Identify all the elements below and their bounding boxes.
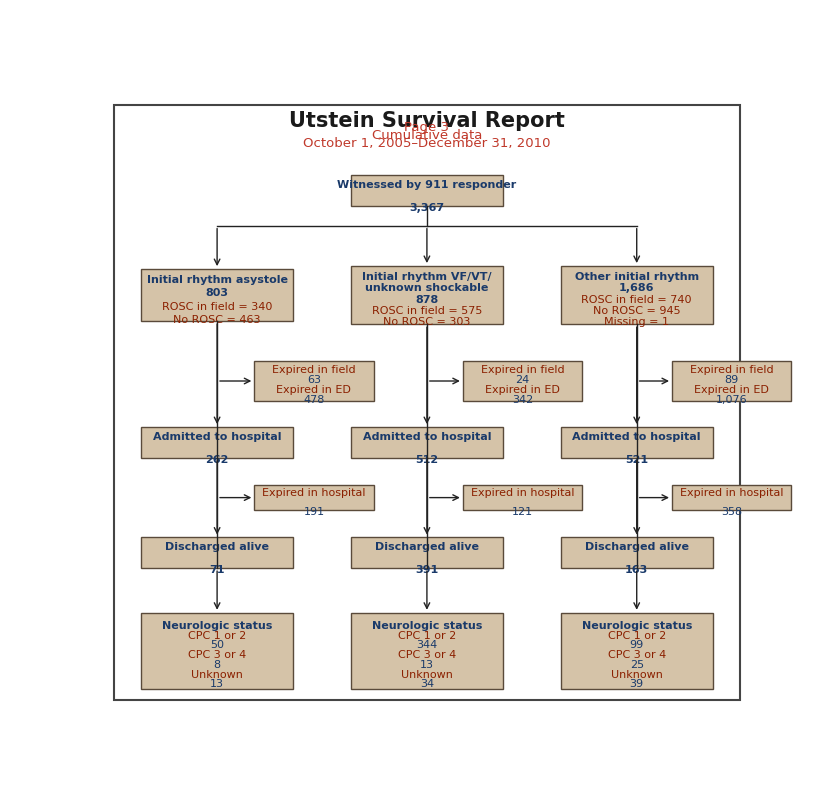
FancyBboxPatch shape bbox=[561, 427, 712, 457]
Text: CPC 1 or 2: CPC 1 or 2 bbox=[607, 630, 666, 641]
Text: Neurologic status: Neurologic status bbox=[581, 621, 692, 631]
Text: 163: 163 bbox=[625, 565, 648, 575]
Text: 342: 342 bbox=[511, 395, 533, 405]
Text: CPC 3 or 4: CPC 3 or 4 bbox=[398, 650, 456, 660]
FancyBboxPatch shape bbox=[351, 537, 503, 568]
Text: 878: 878 bbox=[416, 295, 438, 304]
Text: 521: 521 bbox=[625, 455, 648, 465]
FancyBboxPatch shape bbox=[561, 266, 712, 324]
Text: Expired in ED: Expired in ED bbox=[694, 385, 769, 395]
Text: 512: 512 bbox=[416, 455, 438, 465]
Text: Expired in hospital: Expired in hospital bbox=[262, 488, 366, 498]
Text: Expired in field: Expired in field bbox=[690, 365, 773, 375]
Text: CPC 3 or 4: CPC 3 or 4 bbox=[607, 650, 666, 660]
Text: 8: 8 bbox=[213, 660, 221, 670]
FancyBboxPatch shape bbox=[351, 266, 503, 324]
Text: 99: 99 bbox=[630, 641, 644, 650]
Text: 13: 13 bbox=[210, 679, 224, 689]
FancyBboxPatch shape bbox=[254, 361, 374, 401]
Text: ROSC in field = 575: ROSC in field = 575 bbox=[372, 305, 482, 316]
Text: 24: 24 bbox=[516, 375, 530, 385]
FancyBboxPatch shape bbox=[561, 613, 712, 689]
Text: 34: 34 bbox=[420, 679, 434, 689]
Text: 71: 71 bbox=[209, 565, 225, 575]
Text: Neurologic status: Neurologic status bbox=[372, 621, 482, 631]
Text: Expired in field: Expired in field bbox=[272, 365, 356, 375]
Text: Admitted to hospital: Admitted to hospital bbox=[572, 431, 701, 442]
Text: 478: 478 bbox=[303, 395, 325, 405]
Text: Page 3: Page 3 bbox=[404, 121, 450, 135]
Text: Witnessed by 911 responder: Witnessed by 911 responder bbox=[337, 180, 516, 190]
Text: 1,076: 1,076 bbox=[716, 395, 747, 405]
Text: 13: 13 bbox=[420, 660, 434, 670]
Text: No ROSC = 303: No ROSC = 303 bbox=[383, 316, 471, 327]
Text: 25: 25 bbox=[630, 660, 644, 670]
Text: 50: 50 bbox=[210, 641, 224, 650]
Text: Expired in ED: Expired in ED bbox=[485, 385, 560, 395]
Text: Expired in ED: Expired in ED bbox=[277, 385, 352, 395]
Text: Expired in hospital: Expired in hospital bbox=[680, 488, 783, 498]
Text: 121: 121 bbox=[512, 507, 533, 516]
Text: CPC 3 or 4: CPC 3 or 4 bbox=[188, 650, 247, 660]
Text: Discharged alive: Discharged alive bbox=[165, 542, 269, 552]
Text: 1,686: 1,686 bbox=[619, 284, 655, 293]
Text: 803: 803 bbox=[206, 289, 228, 298]
Text: Expired in field: Expired in field bbox=[481, 365, 564, 375]
Text: ROSC in field = 740: ROSC in field = 740 bbox=[581, 295, 692, 304]
Text: 262: 262 bbox=[206, 455, 229, 465]
Text: Initial rhythm asystole: Initial rhythm asystole bbox=[147, 275, 287, 285]
Text: Unknown: Unknown bbox=[191, 669, 243, 680]
FancyBboxPatch shape bbox=[561, 537, 712, 568]
Text: Admitted to hospital: Admitted to hospital bbox=[152, 431, 282, 442]
FancyBboxPatch shape bbox=[672, 485, 791, 510]
Text: Neurologic status: Neurologic status bbox=[162, 621, 272, 631]
FancyBboxPatch shape bbox=[351, 175, 503, 206]
Text: No ROSC = 945: No ROSC = 945 bbox=[593, 305, 681, 316]
Text: unknown shockable: unknown shockable bbox=[365, 284, 489, 293]
Text: Cumulative data: Cumulative data bbox=[372, 129, 482, 143]
Text: 344: 344 bbox=[416, 641, 437, 650]
FancyBboxPatch shape bbox=[142, 613, 293, 689]
FancyBboxPatch shape bbox=[351, 427, 503, 457]
Text: ROSC in field = 340: ROSC in field = 340 bbox=[162, 301, 272, 312]
Text: Admitted to hospital: Admitted to hospital bbox=[362, 431, 491, 442]
Text: 191: 191 bbox=[303, 507, 325, 516]
Text: Missing = 1: Missing = 1 bbox=[604, 316, 669, 327]
Text: CPC 1 or 2: CPC 1 or 2 bbox=[188, 630, 247, 641]
Text: October 1, 2005–December 31, 2010: October 1, 2005–December 31, 2010 bbox=[303, 137, 551, 151]
FancyBboxPatch shape bbox=[463, 361, 582, 401]
Text: Unknown: Unknown bbox=[611, 669, 663, 680]
Text: 89: 89 bbox=[725, 375, 739, 385]
Text: Discharged alive: Discharged alive bbox=[375, 542, 479, 552]
Text: Other initial rhythm: Other initial rhythm bbox=[575, 273, 699, 282]
Text: 63: 63 bbox=[307, 375, 321, 385]
Text: Utstein Survival Report: Utstein Survival Report bbox=[289, 111, 565, 131]
Text: CPC 1 or 2: CPC 1 or 2 bbox=[398, 630, 456, 641]
Text: Unknown: Unknown bbox=[401, 669, 453, 680]
Text: 391: 391 bbox=[416, 565, 438, 575]
FancyBboxPatch shape bbox=[142, 269, 293, 321]
FancyBboxPatch shape bbox=[672, 361, 791, 401]
Text: No ROSC = 463: No ROSC = 463 bbox=[173, 315, 261, 325]
FancyBboxPatch shape bbox=[351, 613, 503, 689]
Text: Discharged alive: Discharged alive bbox=[585, 542, 689, 552]
FancyBboxPatch shape bbox=[254, 485, 374, 510]
Text: Initial rhythm VF/VT/: Initial rhythm VF/VT/ bbox=[362, 273, 491, 282]
FancyBboxPatch shape bbox=[142, 537, 293, 568]
Text: 358: 358 bbox=[721, 507, 742, 516]
Text: 39: 39 bbox=[630, 679, 644, 689]
Text: Expired in hospital: Expired in hospital bbox=[471, 488, 574, 498]
Text: 3,367: 3,367 bbox=[409, 203, 445, 214]
FancyBboxPatch shape bbox=[463, 485, 582, 510]
FancyBboxPatch shape bbox=[142, 427, 293, 457]
